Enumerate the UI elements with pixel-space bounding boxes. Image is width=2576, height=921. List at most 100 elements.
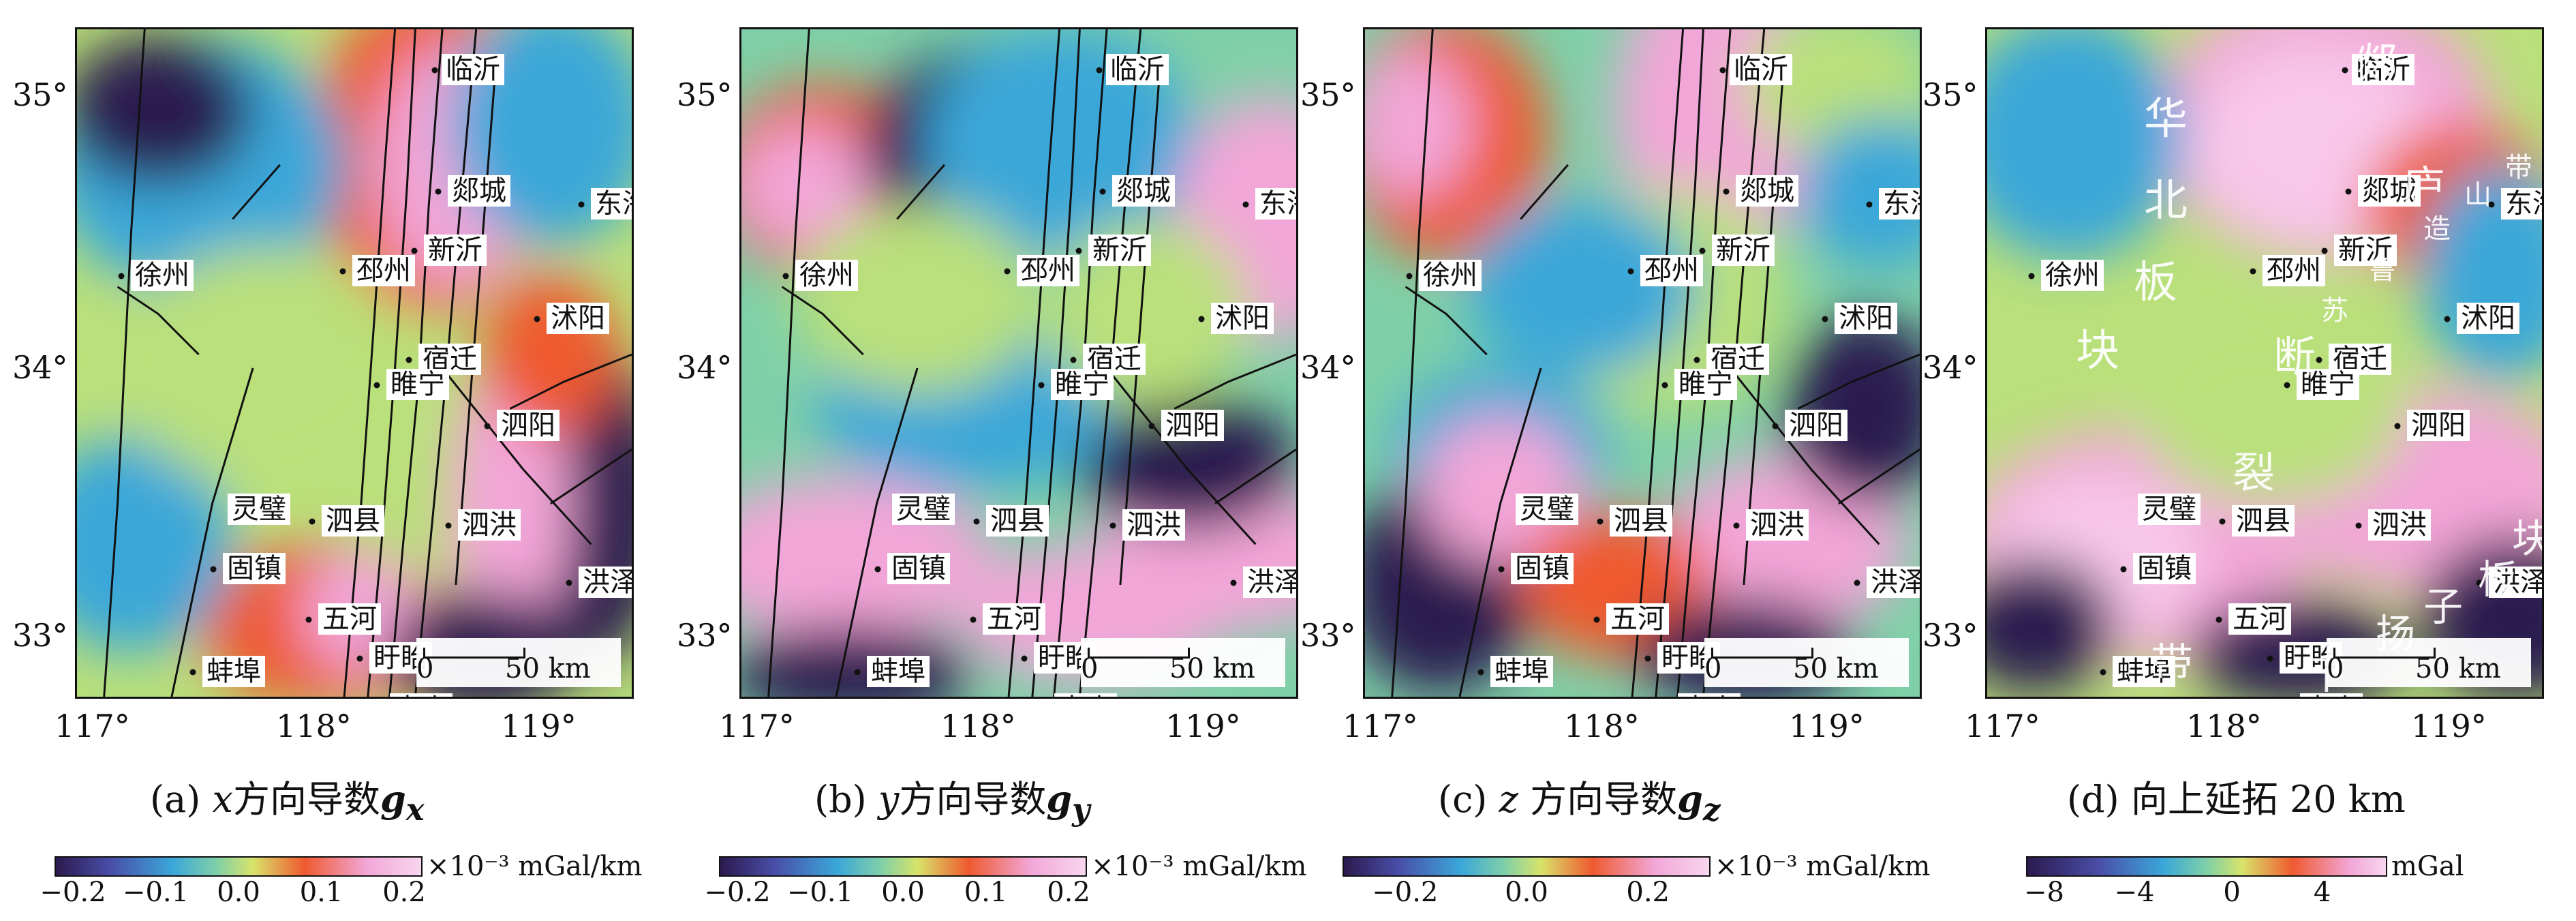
city-marker — [2100, 669, 2106, 676]
city-label: 蚌埠 — [202, 656, 265, 687]
city-label: 新沂 — [2334, 235, 2397, 266]
city-label: 五河 — [2228, 603, 2291, 635]
latitude-label: 35° — [1922, 76, 1978, 113]
city-label: 郯城 — [2358, 175, 2421, 207]
fault-line — [117, 286, 200, 356]
city-label: 泗县 — [1610, 505, 1672, 537]
city-marker — [782, 273, 789, 280]
city-label: 郯城 — [1736, 175, 1798, 207]
colorbar-tick: 0.1 — [299, 877, 343, 908]
city-marker — [874, 566, 881, 573]
city-marker — [1719, 67, 1726, 74]
scale-bar-label: 50 km — [505, 653, 591, 684]
colorbar-tick: −0.2 — [1372, 877, 1439, 908]
city-marker — [2321, 247, 2328, 254]
city-marker — [1822, 316, 1828, 322]
latitude-label: 34° — [1300, 349, 1356, 386]
scale-bar: 0 50 km — [2327, 638, 2531, 687]
city-label: 临沂 — [1106, 54, 1169, 85]
latitude-label: 33° — [1300, 617, 1356, 654]
city-label: 徐州 — [131, 260, 194, 291]
fault-line — [343, 29, 397, 697]
north-china-plate-label: 北 — [2144, 176, 2188, 226]
city-marker — [2028, 273, 2035, 280]
tanlu-fault-label: 带 — [2151, 639, 2194, 689]
anomaly-blob — [1798, 117, 1920, 267]
colorbar-tick: 0.0 — [1505, 877, 1548, 908]
city-marker — [534, 316, 540, 322]
city-label: 睢宁 — [386, 369, 449, 400]
scale-bar-zero: 0 — [416, 653, 434, 684]
city-marker — [484, 423, 491, 429]
fault-line — [1631, 29, 1685, 697]
caption-d: (d) 向上延拓 20 km — [2067, 778, 2406, 821]
city-marker — [2488, 201, 2495, 208]
caption-a: (a) x方向导数gx — [150, 777, 425, 828]
north-china-plate-label: 块 — [2076, 326, 2119, 376]
colorbar-tick: 0 — [2223, 877, 2241, 908]
city-marker — [2345, 188, 2352, 195]
city-label: 东海 — [591, 188, 632, 220]
city-marker — [1070, 357, 1077, 363]
fault-line — [1797, 353, 1920, 410]
colorbar-tick: −0.2 — [704, 877, 771, 908]
tanlu-fault-label: 断 — [2273, 332, 2316, 382]
anomaly-field-c — [1365, 29, 1920, 697]
lower-yangtze-plate-label: 板 — [2478, 556, 2518, 603]
city-label: 五河 — [318, 603, 381, 635]
city-marker — [973, 518, 980, 525]
city-marker — [1733, 522, 1740, 529]
city-label: 灵璧 — [2138, 494, 2201, 525]
city-marker — [339, 268, 346, 275]
scale-bar-line — [2333, 648, 2436, 659]
fault-line — [1007, 29, 1061, 697]
colorbar-unit: ×10⁻³ mGal/km — [1091, 851, 1307, 882]
city-marker — [970, 616, 977, 623]
city-marker — [405, 357, 412, 363]
city-marker — [1661, 382, 1668, 389]
city-marker — [1772, 423, 1779, 429]
anomaly-blob — [1365, 49, 1473, 199]
city-label: 固镇 — [2133, 553, 2196, 584]
anomaly-blob — [795, 205, 1039, 395]
tanlu-fault-label: 郯 — [2355, 39, 2398, 89]
city-label: 蚌埠 — [867, 656, 930, 687]
fault-line — [1405, 286, 1488, 356]
city-label: 沭阳 — [1835, 303, 1897, 334]
sulu-orogen-label: 山 — [2464, 179, 2491, 211]
colorbar-tick: −4 — [2114, 877, 2155, 908]
city-marker — [189, 669, 196, 676]
city-label: 邳州 — [1640, 255, 1703, 286]
city-marker — [2219, 518, 2226, 525]
city-label: 东海 — [1255, 188, 1296, 220]
longitude-label: 118° — [2186, 708, 2262, 744]
city-label: 睢宁 — [1051, 369, 1114, 400]
caption-b: (b) y方向导数gy — [814, 777, 1090, 828]
anomaly-blob — [77, 436, 233, 653]
city-marker — [435, 188, 442, 195]
city-label: 东海 — [1879, 188, 1920, 220]
colorbar-unit: mGal — [2391, 851, 2464, 882]
scale-bar-line — [1711, 648, 1813, 659]
city-marker — [1693, 357, 1700, 363]
anomaly-blob — [117, 246, 416, 490]
fault-line — [1729, 367, 1880, 545]
lower-yangtze-plate-label: 子 — [2423, 584, 2464, 630]
city-label: 固镇 — [887, 553, 950, 584]
city-label: 固镇 — [1511, 553, 1574, 584]
fault-line — [367, 29, 416, 697]
scale-bar: 0 50 km — [1704, 638, 1909, 687]
city-marker — [566, 579, 572, 586]
colorbar-b — [719, 856, 1087, 877]
latitude-label: 33° — [12, 617, 68, 654]
fault-line — [1520, 164, 1569, 220]
city-label: 灵璧 — [228, 494, 290, 525]
city-label: 五河 — [1606, 603, 1669, 635]
fault-line — [781, 286, 864, 356]
city-marker — [1148, 423, 1155, 429]
city-label: 泗县 — [986, 505, 1049, 537]
city-marker — [1644, 655, 1651, 662]
city-label: 临沂 — [442, 54, 504, 85]
city-label: 新沂 — [424, 235, 487, 266]
latitude-label: 35° — [12, 76, 68, 113]
